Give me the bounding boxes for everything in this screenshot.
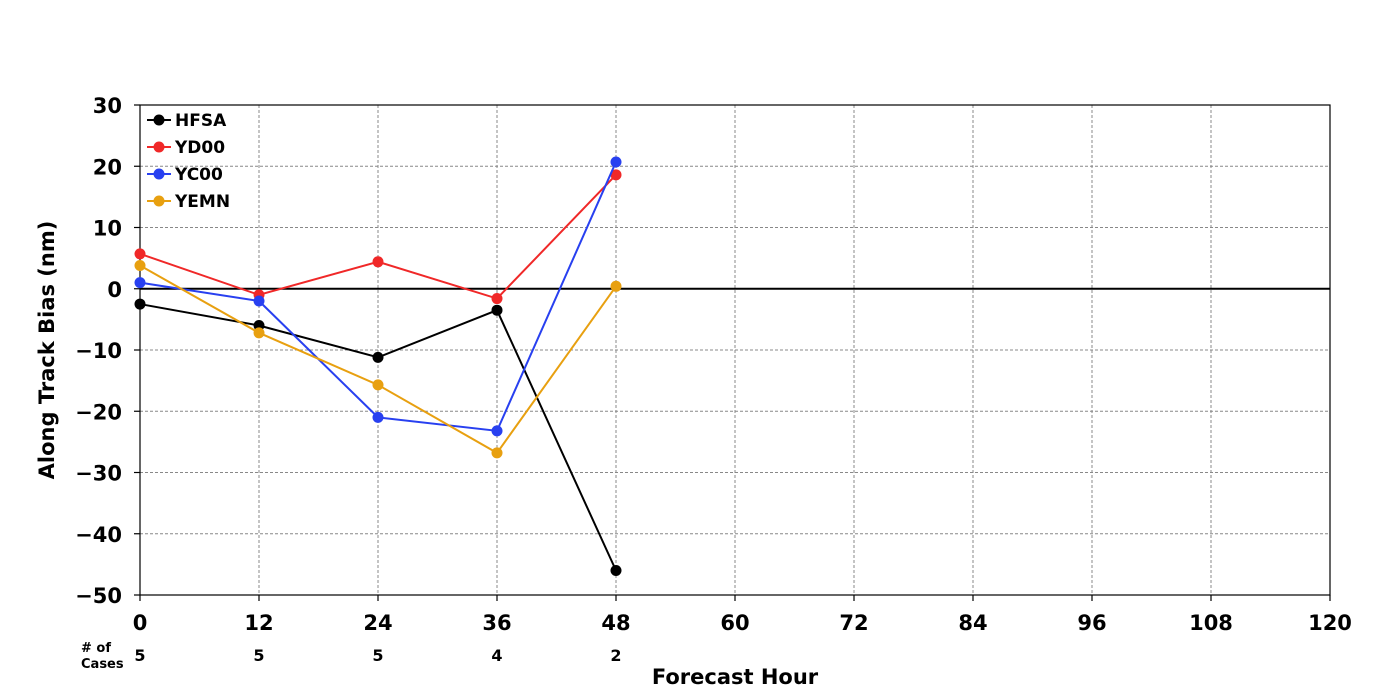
- case-count: 5: [253, 646, 264, 665]
- x-tick-label: 120: [1308, 611, 1352, 635]
- y-tick-label: 30: [93, 94, 122, 118]
- data-point-hfsa: [491, 304, 503, 316]
- case-count: 5: [134, 646, 145, 665]
- y-axis-label: Along Track Bias (nm): [35, 221, 59, 480]
- cases-title: # of: [81, 641, 111, 656]
- legend: HFSA YD00 YC00 YEMN: [147, 111, 230, 212]
- y-tick-label: −20: [75, 400, 122, 424]
- data-point-hfsa: [134, 298, 146, 310]
- y-tick-label: 0: [107, 278, 122, 302]
- x-tick-label: 48: [601, 611, 630, 635]
- data-point-yc00: [491, 425, 503, 437]
- legend-marker: [153, 195, 165, 207]
- x-tick-label: 84: [958, 611, 987, 635]
- y-tick-label: −30: [75, 462, 122, 486]
- grid-lines: [140, 105, 1330, 595]
- legend-label: YD00: [174, 138, 225, 158]
- legend-label: YEMN: [174, 192, 230, 212]
- data-point-yc00: [610, 156, 622, 168]
- x-tick-label: 36: [482, 611, 511, 635]
- data-point-yc00: [372, 411, 384, 423]
- y-tick-label: 20: [93, 155, 122, 179]
- cases-title: Cases: [81, 657, 124, 672]
- x-axis-label: Forecast Hour: [652, 665, 819, 689]
- data-point-yemn: [372, 379, 384, 391]
- data-point-yd00: [491, 293, 503, 305]
- y-tick-label: −10: [75, 339, 122, 363]
- legend-marker: [153, 114, 165, 126]
- case-count: 5: [372, 646, 383, 665]
- data-point-hfsa: [372, 351, 384, 363]
- x-tick-label: 72: [839, 611, 868, 635]
- data-point-yd00: [610, 169, 622, 181]
- x-tick-label: 24: [363, 611, 392, 635]
- data-point-yc00: [134, 277, 146, 289]
- data-point-yemn: [253, 327, 265, 339]
- data-point-yemn: [134, 259, 146, 271]
- y-tick-label: −50: [75, 584, 122, 608]
- data-point-yd00: [372, 256, 384, 268]
- data-point-yc00: [253, 295, 265, 307]
- series-layer: [134, 156, 622, 576]
- x-tick-label: 96: [1077, 611, 1106, 635]
- x-tick-label: 60: [720, 611, 749, 635]
- data-point-yd00: [134, 248, 146, 260]
- x-tick-label: 108: [1189, 611, 1233, 635]
- x-axis: 0 12 24 36 48 60 72 84 96 108 120: [133, 595, 1352, 635]
- y-tick-label: 10: [93, 217, 122, 241]
- case-count: 4: [491, 646, 502, 665]
- legend-marker: [153, 168, 165, 180]
- data-point-yemn: [610, 280, 622, 292]
- x-tick-label: 12: [244, 611, 273, 635]
- legend-marker: [153, 141, 165, 153]
- data-point-hfsa: [610, 565, 622, 576]
- y-axis: 30 20 10 0 −10 −20 −30 −40 −50: [75, 94, 140, 608]
- x-tick-label: 0: [133, 611, 148, 635]
- case-count: 2: [610, 646, 621, 665]
- data-point-yemn: [491, 447, 503, 459]
- y-tick-label: −40: [75, 523, 122, 547]
- legend-label: YC00: [174, 165, 223, 185]
- legend-label: HFSA: [175, 111, 227, 131]
